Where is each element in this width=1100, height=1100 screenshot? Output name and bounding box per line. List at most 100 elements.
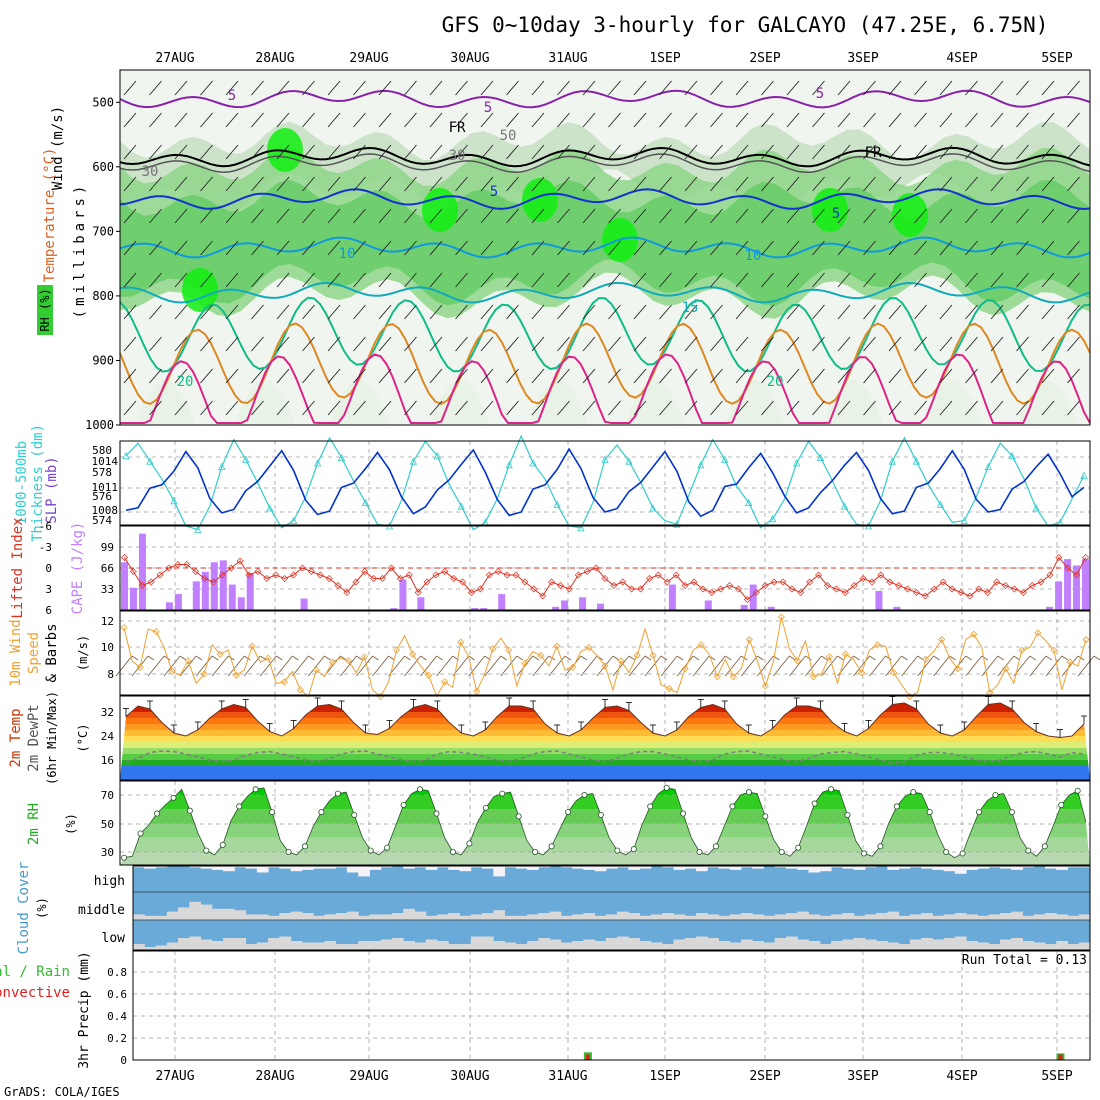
wind-speed-point <box>745 635 753 644</box>
wind-barb <box>276 208 290 224</box>
lifted-point <box>610 582 618 589</box>
wind-barb <box>404 272 417 288</box>
wind-barb <box>195 655 203 661</box>
rh-point <box>959 850 966 857</box>
thickness-point <box>792 459 801 467</box>
wind-barb <box>708 655 726 677</box>
cloud-low-cell <box>448 944 461 950</box>
cloud-low-cell <box>966 941 978 950</box>
cloud-middle-cell <box>459 915 472 920</box>
wind-barb <box>1067 208 1080 224</box>
wind-barb <box>327 112 341 128</box>
lifted-point <box>565 585 573 593</box>
wind-barb <box>1077 655 1095 677</box>
wind-barb <box>420 655 437 677</box>
wind-barb <box>480 176 494 192</box>
cape-bar <box>228 584 236 610</box>
wind-barb <box>684 112 698 128</box>
wind-barb <box>1013 655 1021 661</box>
rh-point <box>565 809 572 816</box>
lifted-point <box>672 571 680 579</box>
cloud-high-gap <box>774 866 787 868</box>
cape-bar <box>138 533 146 610</box>
cloud-low-cell <box>560 942 573 950</box>
wind-barb <box>644 655 652 661</box>
wind-barb <box>500 655 508 661</box>
lifted-point <box>1028 582 1036 589</box>
wind-speed-point <box>152 628 160 636</box>
rh-legend-swatch <box>37 285 53 335</box>
wind-barb <box>147 655 165 677</box>
cloud-high-gap <box>335 866 348 868</box>
wind-barb <box>710 272 723 288</box>
lifted-point <box>957 589 965 596</box>
wind-barb <box>863 208 876 224</box>
wind-barb <box>327 272 341 288</box>
wind-speed-point <box>136 663 144 671</box>
wind-barb <box>372 655 389 677</box>
thickness-point <box>697 460 705 469</box>
rh-point <box>351 811 358 818</box>
lifted-point <box>806 578 814 586</box>
side-label-mb: (millibars) <box>72 182 88 319</box>
wind-barb <box>531 272 545 288</box>
cloud-middle-cell <box>605 914 618 920</box>
panel-frame <box>132 865 1091 951</box>
wind-barb <box>761 144 774 160</box>
y-tick-label: 0.4 <box>107 1010 127 1023</box>
wind-barb <box>869 655 876 661</box>
y-tick-label-right: 1014 <box>92 455 119 468</box>
wind-barb <box>981 655 999 677</box>
wind-barb <box>149 400 162 416</box>
wind-barb <box>480 336 494 352</box>
cloud-low-cell <box>324 941 337 950</box>
wind-barb <box>174 400 188 416</box>
cloud-high-gap <box>358 866 370 877</box>
rh-point <box>269 809 276 816</box>
lifted-point <box>1064 564 1072 572</box>
wind-barb <box>1067 368 1080 384</box>
lifted-point <box>352 578 360 586</box>
y-tick-label-left: 578 <box>92 466 112 479</box>
cloud-middle-cell <box>527 914 539 920</box>
lifted-point <box>904 585 912 593</box>
dry-plume <box>725 379 785 425</box>
cloud-low-cell <box>1056 941 1068 950</box>
wind-barb <box>302 112 315 128</box>
wind-barb <box>990 80 1004 96</box>
cloud-high-gap <box>831 866 843 868</box>
cloud-low-cell <box>932 939 945 950</box>
cloud-high-gap <box>572 866 584 869</box>
rh-point <box>170 794 177 801</box>
wind-barb <box>200 176 213 192</box>
wind-barb <box>710 336 723 352</box>
precip-conv-bar <box>585 1054 590 1060</box>
thickness-point <box>1008 451 1016 460</box>
wind-barb <box>812 336 825 352</box>
wind-barb <box>582 240 596 256</box>
lifted-point <box>1082 554 1090 561</box>
wind-barb <box>276 368 290 384</box>
wind-barb <box>353 176 366 192</box>
wind-barb <box>939 304 953 320</box>
rh-point <box>1025 847 1032 854</box>
wind-barb <box>174 336 188 352</box>
wind-barb <box>735 80 749 96</box>
cloud-low-cell <box>662 944 674 950</box>
label-cloud-unit: (%) <box>35 897 49 919</box>
wind-barb <box>378 144 392 160</box>
dry-plume <box>625 379 685 425</box>
wind-speed-point <box>825 653 834 661</box>
label-convective: Convective <box>0 985 70 1001</box>
rh-point <box>729 803 736 810</box>
temp-band <box>120 736 1090 742</box>
wind-barb <box>582 112 596 128</box>
y-tick-label: 30 <box>101 846 114 859</box>
date-label-top: 5SEP <box>1041 51 1072 66</box>
wind-barb <box>302 272 315 288</box>
temp-bands <box>120 703 1090 780</box>
wind-barb <box>531 336 545 352</box>
wind-barb <box>353 304 366 320</box>
wind-speed-point <box>216 650 224 658</box>
